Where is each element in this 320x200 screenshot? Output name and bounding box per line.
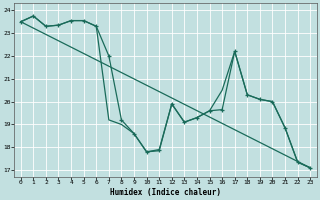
X-axis label: Humidex (Indice chaleur): Humidex (Indice chaleur)	[110, 188, 221, 197]
